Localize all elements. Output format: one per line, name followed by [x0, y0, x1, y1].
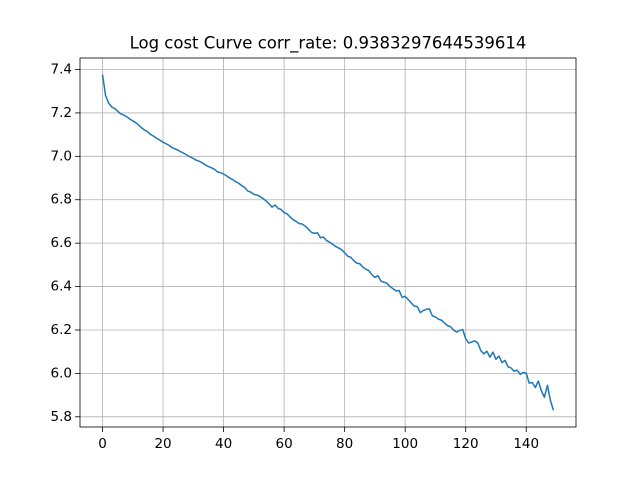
chart-title: Log cost Curve corr_rate: 0.938329764453…: [130, 34, 527, 54]
plot: [101, 74, 555, 411]
line-series: [101, 74, 555, 411]
y-tick-label: 7.0: [51, 148, 72, 164]
grid: [80, 58, 576, 427]
y-tick-label: 6.6: [51, 235, 72, 251]
y-tick-label: 7.4: [51, 62, 72, 78]
x-tick-label: 60: [276, 436, 293, 452]
x-tick-label: 0: [98, 436, 107, 452]
y-tick-label: 6.2: [51, 322, 72, 338]
y-tick-label: 7.2: [51, 105, 72, 121]
x-tick-label: 20: [154, 436, 171, 452]
y-tick-label: 5.8: [51, 409, 72, 425]
y-tick-label: 6.0: [51, 365, 72, 381]
y-tick-label: 6.4: [51, 279, 72, 295]
x-tick-label: 120: [453, 436, 479, 452]
x-tick-label: 80: [336, 436, 353, 452]
x-tick-label: 100: [392, 436, 418, 452]
x-tick-label: 140: [513, 436, 539, 452]
axes-frame: [79, 57, 577, 428]
x-tick-label: 40: [215, 436, 232, 452]
y-tick-label: 6.8: [51, 192, 72, 208]
